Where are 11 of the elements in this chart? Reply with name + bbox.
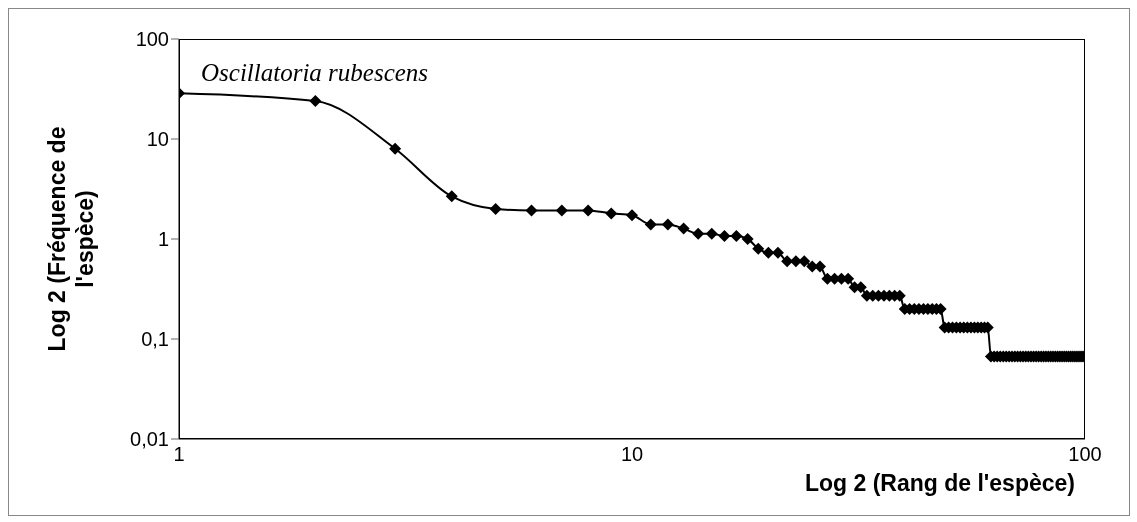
- y-tick-label: 0,01: [130, 428, 169, 451]
- y-tick-label: 0,1: [141, 328, 169, 351]
- annotation: Oscillatoria rubescens: [201, 59, 429, 87]
- y-tick-label: 10: [146, 128, 169, 151]
- x-tick-label: 100: [1068, 443, 1102, 466]
- x-axis-title: Log 2 (Rang de l'espèce): [804, 470, 1075, 496]
- y-tick-label: 1: [157, 228, 169, 251]
- x-tick-label: 10: [620, 443, 644, 466]
- y-axis-title: Log 2 (Fréquence de l'espèce): [44, 126, 98, 352]
- x-tick-label: 1: [173, 443, 185, 466]
- y-tick-label: 100: [135, 28, 169, 51]
